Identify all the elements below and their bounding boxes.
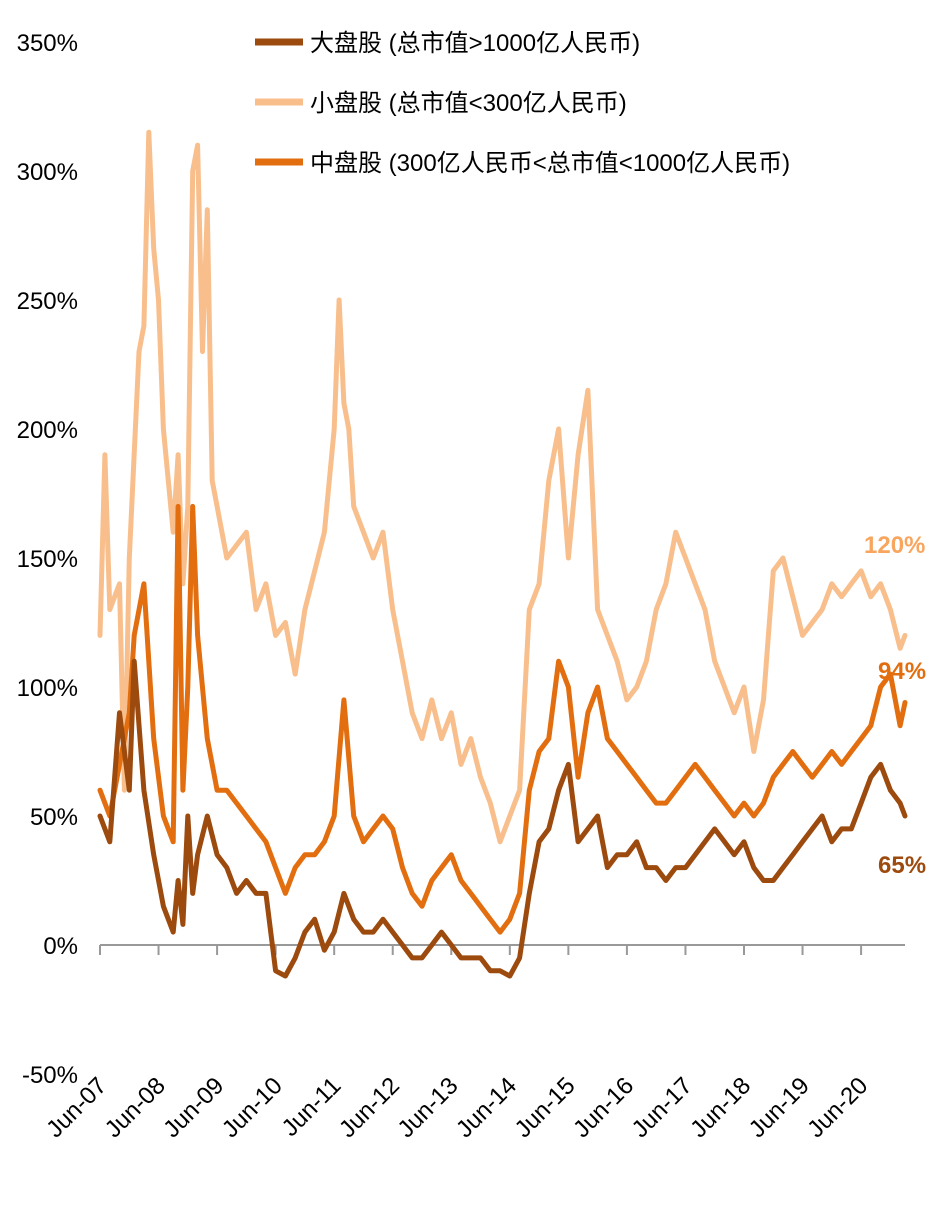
x-tick-label: Jun-09: [158, 1072, 229, 1143]
end-labels: 65% 120% 94%: [864, 532, 926, 879]
legend-label: 中盘股 (300亿人民币<总市值<1000亿人民币): [310, 150, 790, 177]
x-tick-label: Jun-15: [510, 1072, 581, 1143]
x-tick-label: Jun-12: [334, 1072, 405, 1143]
x-tick-label: Jun-13: [393, 1072, 464, 1143]
x-tick-label: Jun-20: [802, 1072, 873, 1143]
y-axis-labels: -50% 0% 50% 100% 150% 200% 250% 300% 350%: [17, 30, 78, 1089]
y-tick-label: 200%: [17, 417, 78, 444]
x-tick-label: Jun-08: [100, 1072, 171, 1143]
y-tick-label: 350%: [17, 30, 78, 57]
series-line: [97, 658, 908, 979]
series-line: [97, 503, 908, 935]
series-lines: [97, 129, 908, 979]
y-tick-label: 50%: [30, 804, 78, 831]
series-end-label: 94%: [878, 658, 926, 685]
x-tick-label: Jun-19: [744, 1072, 815, 1143]
x-tick-label: Jun-17: [627, 1072, 698, 1143]
y-tick-label: 300%: [17, 159, 78, 186]
x-tick-label: Jun-14: [451, 1072, 522, 1143]
x-axis-ticks: [99, 945, 863, 955]
legend-label: 大盘股 (总市值>1000亿人民币): [310, 30, 640, 57]
legend-label: 小盘股 (总市值<300亿人民币): [310, 90, 627, 117]
x-tick-label: Jun-10: [217, 1072, 288, 1143]
x-tick-label: Jun-18: [685, 1072, 756, 1143]
y-tick-label: 100%: [17, 675, 78, 702]
x-tick-label: Jun-11: [277, 1072, 347, 1142]
series-line: [97, 129, 908, 845]
y-tick-label: 150%: [17, 546, 78, 573]
series-end-label: 120%: [864, 532, 925, 559]
series-end-label: 65%: [878, 852, 926, 879]
y-tick-label: -50%: [22, 1062, 78, 1089]
y-tick-label: 250%: [17, 288, 78, 315]
legend: 大盘股 (总市值>1000亿人民币) 小盘股 (总市值<300亿人民币) 中盘股 (…: [255, 30, 790, 177]
y-tick-label: 0%: [43, 933, 78, 960]
x-axis-labels: Jun-07Jun-08Jun-09Jun-10Jun-11Jun-12Jun-…: [41, 1072, 873, 1143]
x-tick-label: Jun-16: [568, 1072, 639, 1143]
